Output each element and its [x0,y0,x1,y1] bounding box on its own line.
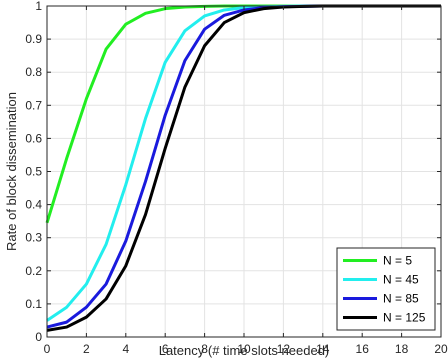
axis-ticks: 0 2 4 6 8 10 12 14 16 18 20 0 0.1 0.2 0.3 0.4 0.5 0.6 0.7 0… [25,0,448,356]
legend-label: N = 125 [383,311,426,325]
x-tick-label: 4 [122,342,129,356]
y-axis-label: Rate of block dissemination [4,92,19,251]
x-tick-label: 2 [83,342,90,356]
y-tick-label: 1 [35,0,42,13]
x-tick-label: 12 [277,342,291,356]
x-tick-label: 0 [44,342,51,356]
legend-label: N = 45 [383,273,419,287]
legend-label: N = 85 [383,292,419,306]
y-tick-label: 0 [35,330,42,344]
y-tick-label: 0.7 [25,98,42,112]
y-tick-label: 0.8 [25,65,42,79]
x-tick-label: 14 [316,342,330,356]
x-tick-label: 6 [162,342,169,356]
y-tick-label: 0.9 [25,32,42,46]
legend-label: N = 5 [383,254,412,268]
x-axis-label: Latency (# time slots needed) [159,343,330,358]
y-tick-label: 0.6 [25,131,42,145]
y-tick-label: 0.4 [25,198,42,212]
x-tick-label: 10 [237,342,251,356]
x-tick-label: 8 [201,342,208,356]
y-tick-label: 0.5 [25,165,42,179]
y-tick-label: 0.3 [25,231,42,245]
y-tick-label: 0.2 [25,264,42,278]
legend: N = 5 N = 45 N = 85 N = 125 [336,247,436,331]
x-tick-label: 18 [395,342,409,356]
x-tick-label: 16 [356,342,370,356]
x-tick-label: 20 [434,342,448,356]
y-tick-label: 0.1 [25,297,42,311]
